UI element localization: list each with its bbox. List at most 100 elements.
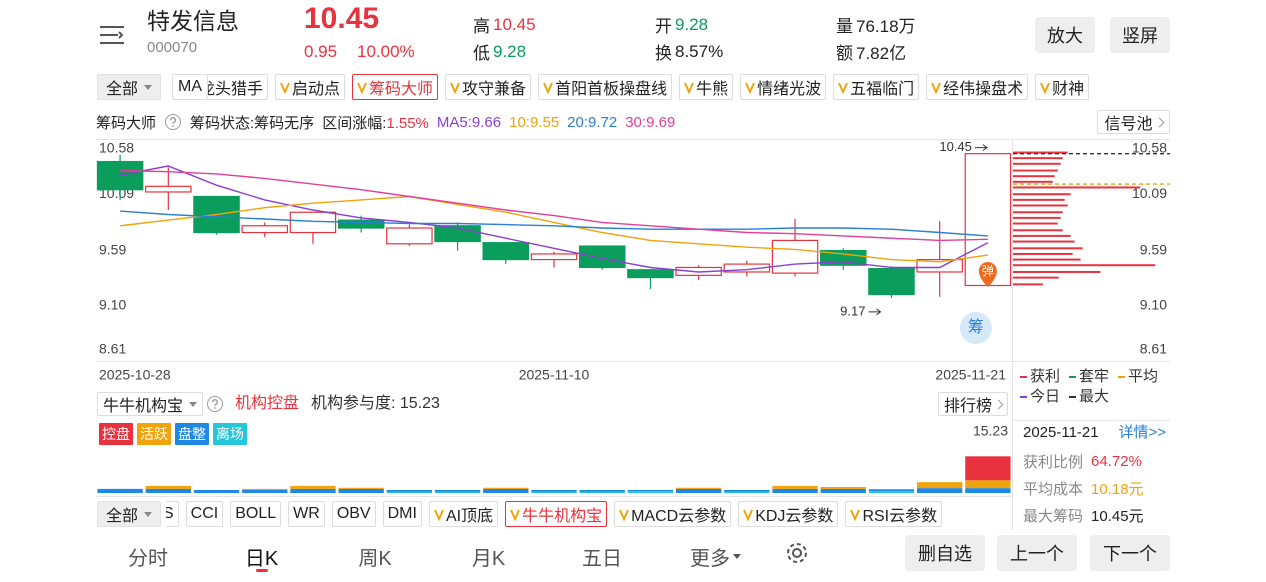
indicator-tab[interactable]: AI顶底 — [428, 501, 499, 527]
ma-line — [120, 210, 988, 237]
indicator-tab[interactable]: RSI云参数 — [845, 501, 943, 527]
y-tick-label: 15.23 — [973, 423, 1008, 439]
candle-body — [868, 267, 915, 296]
institution-bar — [868, 491, 915, 493]
institution-bar — [965, 456, 1011, 481]
summary-label: 平均成本 — [1023, 481, 1084, 498]
indicator-selector[interactable]: 牛牛机构宝 — [97, 392, 203, 416]
summary-row: 最大筹码 10.45元 — [1023, 505, 1144, 526]
chip-bar — [1013, 216, 1061, 219]
institution-bar — [338, 487, 384, 489]
chip-bar — [1013, 258, 1081, 261]
indicator-tab[interactable]: CCI — [185, 501, 224, 527]
chip-bar — [1013, 270, 1101, 273]
chip-bar — [1013, 204, 1068, 207]
chip-bar — [1013, 222, 1058, 225]
indicator-tab-strip: S CCI BOLL WR OBV DMI AI顶底 牛牛机构宝 MACD云参数 KDJ云参数 RS… — [166, 501, 1012, 527]
period-tab[interactable]: 更多 — [676, 542, 756, 571]
institution-bar — [772, 488, 818, 493]
chip-bar — [1013, 175, 1055, 178]
help-icon[interactable] — [206, 395, 224, 413]
institution-bar — [483, 488, 529, 493]
chip-bar — [1013, 157, 1063, 160]
period-tab[interactable]: 日K — [222, 542, 302, 571]
period-tab[interactable]: 五日 — [562, 542, 642, 571]
period-tab[interactable]: 月K — [449, 542, 529, 571]
all-dropdown[interactable]: 全部 — [97, 74, 161, 100]
candle-body — [820, 249, 867, 266]
indicator-tab[interactable]: 启动点 — [275, 74, 346, 100]
legend-chip: 活跃 — [137, 423, 171, 445]
all-dropdown[interactable]: 全部 — [97, 501, 161, 527]
gear-icon[interactable] — [787, 543, 807, 563]
period-tab[interactable]: 分时 — [108, 542, 188, 571]
summary-value: 10.18元 — [1091, 481, 1144, 498]
amount-field: 额 7.82亿 — [836, 39, 906, 64]
institution-bar — [531, 490, 577, 492]
indicator-tab[interactable]: 牛牛机构宝 — [505, 501, 608, 527]
indicator-tab[interactable]: MACD云参数 — [614, 501, 732, 527]
details-link[interactable]: 详情>> — [1118, 424, 1166, 441]
v-icon — [543, 82, 553, 94]
y-tick-label: 9.10 — [99, 296, 126, 312]
period-tab[interactable]: 周K — [335, 542, 415, 571]
menu-icon[interactable] — [100, 26, 124, 44]
tab-label: RSI云参数 — [862, 508, 938, 525]
indicator-tab[interactable]: 情绪光波 — [740, 74, 827, 100]
indicator-tab[interactable]: 经伟操盘术 — [926, 74, 1029, 100]
institution-bar — [917, 488, 963, 493]
price-change-pct: 10.00% — [357, 42, 415, 61]
ma-tab[interactable]: MA — [172, 74, 208, 100]
chip-bar — [1013, 247, 1083, 250]
institution-bar — [434, 491, 481, 493]
tab-label: WR — [293, 505, 320, 522]
indicator-tab[interactable]: DMI — [382, 501, 422, 527]
indicator-tab[interactable]: OBV — [331, 501, 376, 527]
label: 排行榜 — [943, 398, 992, 415]
help-icon[interactable] — [164, 113, 182, 131]
marker-label: 筹 — [968, 318, 984, 336]
institution-bar — [965, 480, 1011, 489]
indicator-tab[interactable]: 五福临门 — [833, 74, 920, 100]
indicator-tab[interactable]: 攻守兼备 — [445, 74, 532, 100]
label: 全部 — [105, 81, 138, 98]
institution-bar — [579, 490, 625, 492]
candle-body — [578, 245, 626, 269]
indicator-tab[interactable]: WR — [288, 501, 325, 527]
label: 全部 — [105, 508, 138, 525]
signal-pool-button[interactable]: 信号池 — [1097, 110, 1170, 134]
institution-bar — [820, 488, 866, 493]
ma-line — [119, 165, 989, 273]
max-annotation: 10.45 — [939, 139, 972, 154]
chip-bar — [1013, 193, 1071, 196]
indicator-tab[interactable]: 财神 — [1035, 74, 1090, 100]
summary-date: 2025-11-21 — [1023, 424, 1099, 441]
label: 高 — [473, 17, 490, 36]
next-button[interactable]: 下一个 — [1090, 535, 1170, 571]
institution-legend: 控盘 活跃 盘整 离场 — [99, 423, 247, 445]
indicator-tab[interactable]: 龙头猎手 — [208, 74, 269, 100]
candle-body — [482, 242, 530, 261]
institution-bar — [531, 491, 577, 493]
tab-label: 首阳首板操盘线 — [555, 81, 668, 98]
remove-watchlist-button[interactable]: 删自选 — [905, 535, 985, 571]
v-icon — [450, 82, 460, 94]
indicator-tab[interactable]: KDJ云参数 — [738, 501, 839, 527]
indicator-tab[interactable]: 筹码大师 — [352, 74, 439, 100]
ranking-button[interactable]: 排行榜 — [938, 392, 1008, 416]
chip-info-line: 筹码大师 筹码状态:筹码无序 区间涨幅:1.55% MA5:9.66 10:9.5… — [96, 112, 675, 132]
tab-label: CCI — [190, 505, 219, 522]
v-icon — [510, 509, 520, 521]
indicator-tab[interactable]: 牛熊 — [679, 74, 734, 100]
portrait-button[interactable]: 竖屏 — [1110, 17, 1170, 53]
v-icon — [280, 82, 290, 94]
previous-button[interactable]: 上一个 — [997, 535, 1077, 571]
tab-label: DMI — [387, 505, 417, 522]
institution-bar — [579, 491, 625, 493]
indicator-tab[interactable]: BOLL — [230, 501, 282, 527]
indicator-tab[interactable]: S — [166, 501, 179, 527]
indicator-tab[interactable]: 首阳首板操盘线 — [538, 74, 673, 100]
institution-bar — [965, 488, 1011, 493]
zoom-button[interactable]: 放大 — [1035, 17, 1095, 53]
